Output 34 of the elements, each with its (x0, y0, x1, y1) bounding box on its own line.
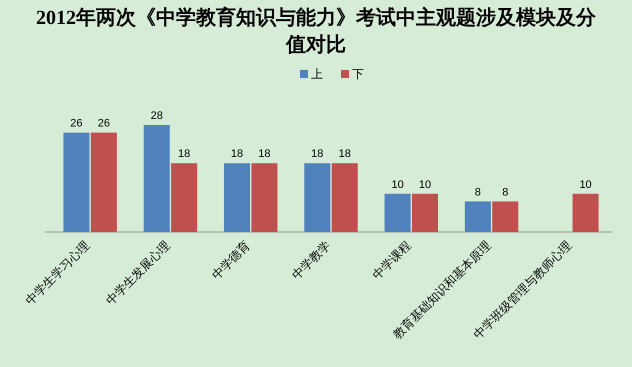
bar (63, 132, 90, 232)
data-label: 18 (178, 148, 190, 160)
x-tick-label: 中学生发展心理 (103, 238, 173, 308)
x-tick-label: 中学教学 (289, 238, 334, 282)
bar (464, 201, 491, 232)
bar (384, 194, 411, 232)
data-label: 8 (474, 186, 481, 198)
data-label: 26 (70, 118, 83, 130)
x-tick-label: 中学课程 (370, 238, 414, 282)
bar (332, 163, 358, 232)
data-label: 28 (150, 110, 163, 122)
data-label: 10 (418, 178, 432, 191)
bar (144, 125, 170, 232)
bar (90, 132, 117, 232)
data-label: 18 (258, 148, 271, 160)
x-tick-label: 中学生学习心理 (22, 238, 92, 308)
data-label: 10 (579, 178, 592, 191)
bar (171, 163, 198, 232)
legend-label: 上 (311, 67, 323, 81)
data-label: 18 (311, 148, 324, 160)
bar (412, 194, 438, 232)
bar (251, 163, 278, 232)
x-tick-label: 中学德育 (208, 238, 253, 282)
bar (572, 194, 599, 232)
data-label: 18 (338, 148, 351, 160)
data-label: 18 (230, 148, 244, 160)
bar (304, 163, 330, 232)
data-label: 10 (391, 178, 404, 191)
data-label: 26 (98, 118, 110, 130)
bar (492, 201, 518, 232)
data-label: 8 (502, 186, 508, 198)
legend-label: 下 (352, 67, 364, 81)
bar (224, 163, 250, 232)
chart-title: 2012年两次《中学教育知识与能力》考试中主观题涉及模块及分值对比 (36, 6, 597, 56)
